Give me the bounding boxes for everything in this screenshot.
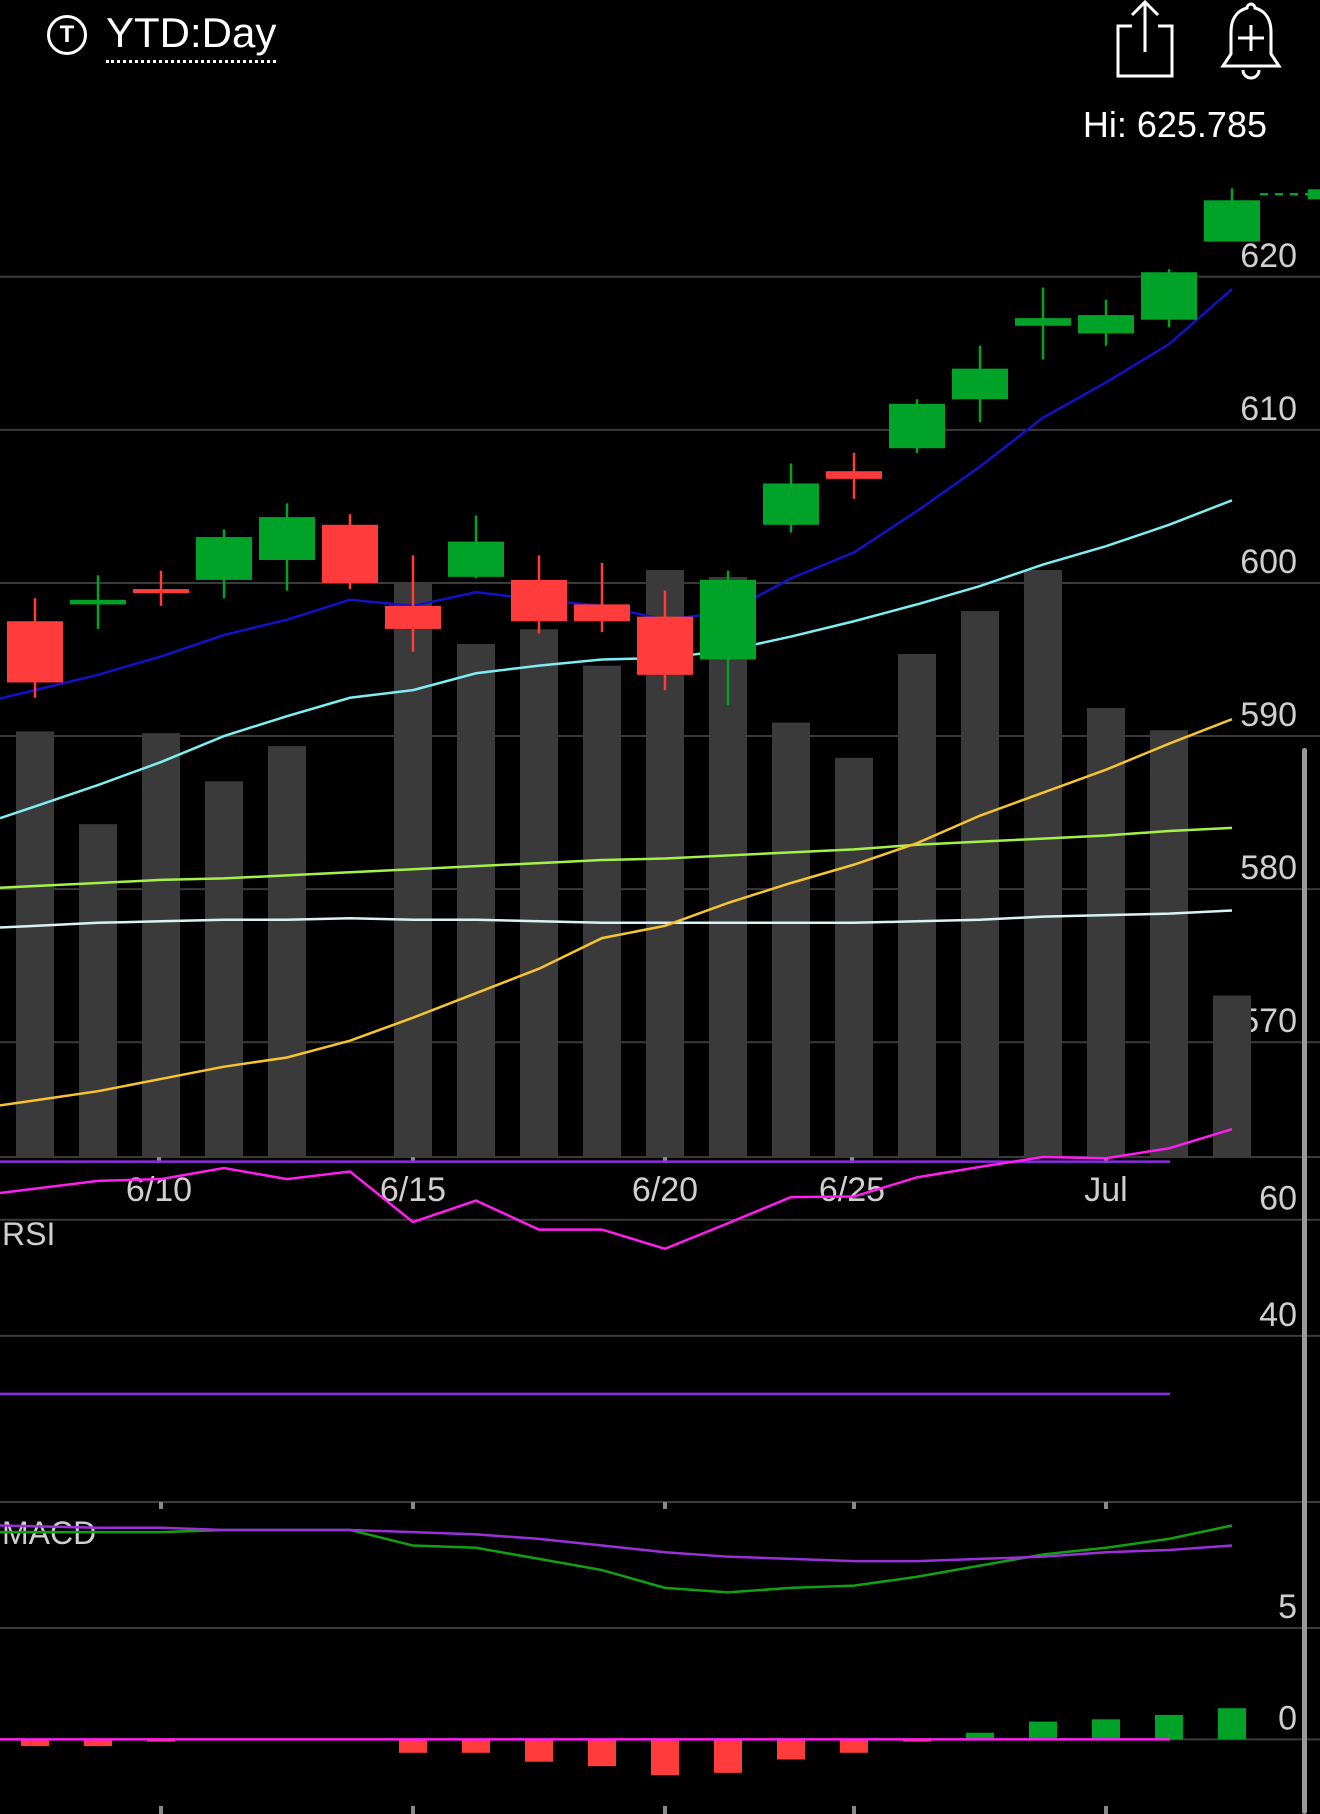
- add-alert-bell-icon[interactable]: [1216, 0, 1286, 80]
- candle-body-down: [7, 621, 63, 683]
- candle-body-down: [826, 471, 882, 479]
- price-y-tick-label: 620: [1240, 237, 1297, 275]
- rsi-y-tick-label: 60: [1259, 1180, 1297, 1218]
- macd-histogram-bar-down: [714, 1739, 742, 1773]
- volume-bar: [205, 781, 243, 1157]
- x-tick-label: 6/15: [380, 1171, 446, 1209]
- volume-bar: [583, 665, 621, 1157]
- price-y-tick-label: 600: [1240, 543, 1297, 581]
- range-selector[interactable]: YTD:Day: [106, 8, 277, 63]
- share-icon[interactable]: [1110, 0, 1180, 80]
- volume-bar: [961, 611, 999, 1157]
- candle-body-up: [1078, 315, 1134, 334]
- volume-bar: [1150, 730, 1188, 1157]
- volume-bar: [16, 731, 54, 1157]
- volume-bar: [457, 643, 495, 1157]
- candle-body-down: [322, 524, 378, 583]
- macd-line: [0, 1524, 1233, 1594]
- macd-histogram-bar-down: [21, 1739, 49, 1747]
- macd-histogram-bar-down: [84, 1739, 112, 1747]
- candle-body-up: [1204, 200, 1260, 242]
- rsi-line: [0, 1127, 1233, 1251]
- macd-y-tick-label: 5: [1278, 1588, 1297, 1626]
- candle-body-down: [385, 605, 441, 629]
- price-y-tick-label: 610: [1240, 390, 1297, 428]
- x-tick-label: 6/10: [126, 1171, 192, 1209]
- candle-body-up: [763, 483, 819, 525]
- rsi-title: RSI: [2, 1216, 55, 1252]
- moving-average-line: [0, 909, 1233, 929]
- macd-histogram-bar-up: [966, 1732, 994, 1740]
- candle-body-up: [448, 541, 504, 577]
- candle-body-down: [511, 579, 567, 622]
- volume-bar: [142, 733, 180, 1157]
- moving-average-line: [0, 826, 1233, 889]
- macd-histogram-bar-up: [1218, 1708, 1246, 1740]
- candle-body-up: [952, 368, 1008, 400]
- macd-y-tick-label: 0: [1278, 1699, 1297, 1737]
- macd-histogram-bar-up: [1155, 1714, 1183, 1740]
- candle-body-down: [574, 604, 630, 622]
- macd-histogram-bar-down: [651, 1739, 679, 1776]
- macd-histogram-bar-up: [1029, 1721, 1057, 1740]
- t-circle-icon[interactable]: T: [47, 15, 87, 55]
- candle-body-up: [889, 403, 945, 449]
- candle-body-up: [196, 537, 252, 580]
- macd-histogram-bar-down: [399, 1739, 427, 1753]
- moving-average-line: [0, 718, 1233, 1107]
- candle-body-up: [1015, 318, 1071, 326]
- candle-body-up: [70, 599, 126, 605]
- candle-body-down: [133, 589, 189, 594]
- macd-histogram-bar-down: [588, 1739, 616, 1767]
- volume-bar: [1024, 570, 1062, 1157]
- candle-body-down: [637, 616, 693, 675]
- hi-marker-tab: [1308, 189, 1320, 200]
- macd-histogram-bar-down: [462, 1739, 490, 1753]
- candle-body-up: [1141, 272, 1197, 320]
- macd-histogram-bar-down: [525, 1739, 553, 1762]
- candle-body-up: [700, 579, 756, 660]
- price-y-tick-label: 580: [1240, 849, 1297, 887]
- chart-header: T YTD:Day: [0, 0, 1320, 90]
- volume-bar: [520, 629, 558, 1157]
- volume-bar: [1087, 707, 1125, 1157]
- candle-body-up: [259, 517, 315, 560]
- macd-histogram-bar-down: [840, 1739, 868, 1753]
- volume-bar: [898, 653, 936, 1157]
- x-tick-label: Jul: [1084, 1171, 1127, 1209]
- hi-price-label: Hi: 625.785: [1082, 104, 1267, 145]
- macd-histogram-bar-down: [777, 1739, 805, 1760]
- volume-bar: [79, 824, 117, 1157]
- volume-bar: [772, 722, 810, 1157]
- macd-histogram-bar-up: [1092, 1719, 1120, 1740]
- moving-average-line: [0, 499, 1233, 820]
- x-tick-label: 6/20: [632, 1171, 698, 1209]
- scrollbar[interactable]: [1302, 748, 1307, 1814]
- price-y-tick-label: 590: [1240, 696, 1297, 734]
- volume-bar: [268, 746, 306, 1157]
- rsi-y-tick-label: 40: [1259, 1296, 1297, 1334]
- volume-bar: [835, 757, 873, 1157]
- macd-signal-line: [0, 1524, 1233, 1563]
